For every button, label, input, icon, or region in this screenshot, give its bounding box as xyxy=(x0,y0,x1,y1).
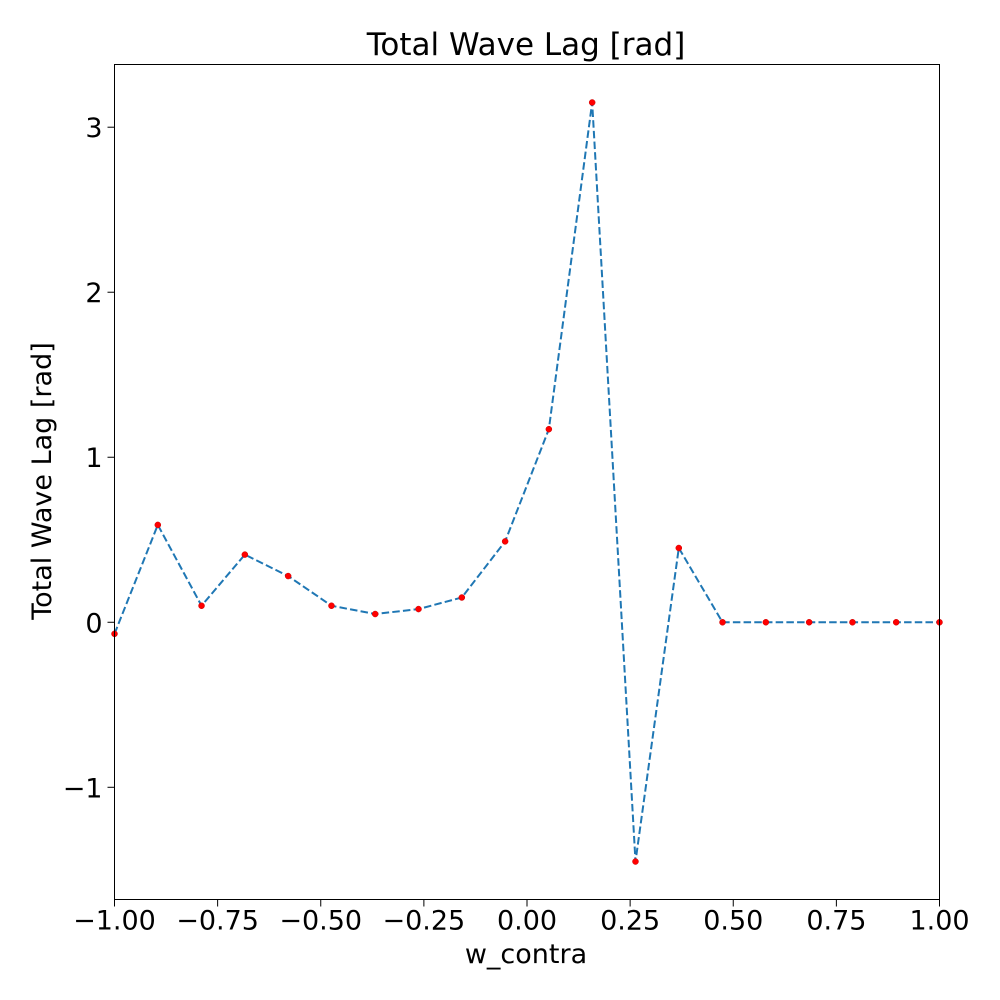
points-layer xyxy=(111,99,943,865)
data-point xyxy=(501,538,509,545)
y-axis-label: Total Wave Lag [rad] xyxy=(27,342,58,621)
data-point xyxy=(284,572,292,580)
x-tick-label: 0.25 xyxy=(600,906,660,937)
x-axis: −1.00 −0.75 −0.50 −0.25 0.00 0.25 0.50 0.75 1.00 xyxy=(73,899,970,937)
y-axis: −1 0 1 2 3 xyxy=(63,113,115,804)
data-point xyxy=(762,619,770,626)
y-tick-label: 0 xyxy=(85,608,102,639)
data-point xyxy=(154,521,162,529)
x-tick-label: −0.75 xyxy=(176,906,259,937)
y-tick-label: 3 xyxy=(85,113,102,144)
x-axis-label: w_contra xyxy=(465,939,587,970)
data-point xyxy=(328,602,335,610)
data-point xyxy=(719,619,726,626)
data-point xyxy=(632,858,639,865)
data-point xyxy=(588,99,596,106)
y-tick-label: 2 xyxy=(85,278,102,309)
x-tick-label: −1.00 xyxy=(73,906,156,937)
chart-title: Total Wave Lag [rad] xyxy=(366,27,686,63)
data-point xyxy=(849,619,856,626)
plot-area xyxy=(111,64,943,900)
data-point xyxy=(675,544,683,552)
y-tick-label: −1 xyxy=(63,773,103,804)
data-point xyxy=(371,610,379,618)
data-point xyxy=(545,425,553,433)
x-tick-label: 0.00 xyxy=(497,906,557,937)
x-tick-label: 1.00 xyxy=(909,906,969,937)
x-tick-label: −0.25 xyxy=(383,906,466,937)
data-point xyxy=(458,594,466,601)
data-point xyxy=(241,551,249,558)
x-tick-label: 0.75 xyxy=(806,906,866,937)
data-point xyxy=(415,605,422,613)
plot-frame xyxy=(114,64,940,900)
series-line xyxy=(113,102,940,862)
data-point xyxy=(805,619,813,626)
data-point xyxy=(198,602,205,610)
x-tick-label: 0.50 xyxy=(703,906,763,937)
data-point xyxy=(892,619,900,626)
series-layer xyxy=(113,102,940,862)
y-tick-label: 1 xyxy=(85,443,102,474)
x-tick-label: −0.50 xyxy=(279,906,362,937)
